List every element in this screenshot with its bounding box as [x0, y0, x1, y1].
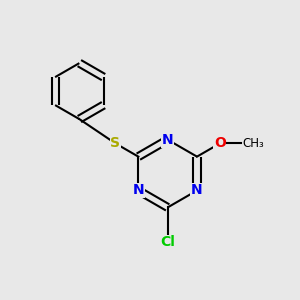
- Text: O: O: [214, 136, 226, 150]
- Text: S: S: [110, 136, 120, 150]
- Text: CH₃: CH₃: [242, 137, 264, 150]
- Text: N: N: [191, 184, 203, 197]
- Text: N: N: [133, 184, 144, 197]
- Text: N: N: [162, 133, 173, 147]
- Text: Cl: Cl: [160, 236, 175, 249]
